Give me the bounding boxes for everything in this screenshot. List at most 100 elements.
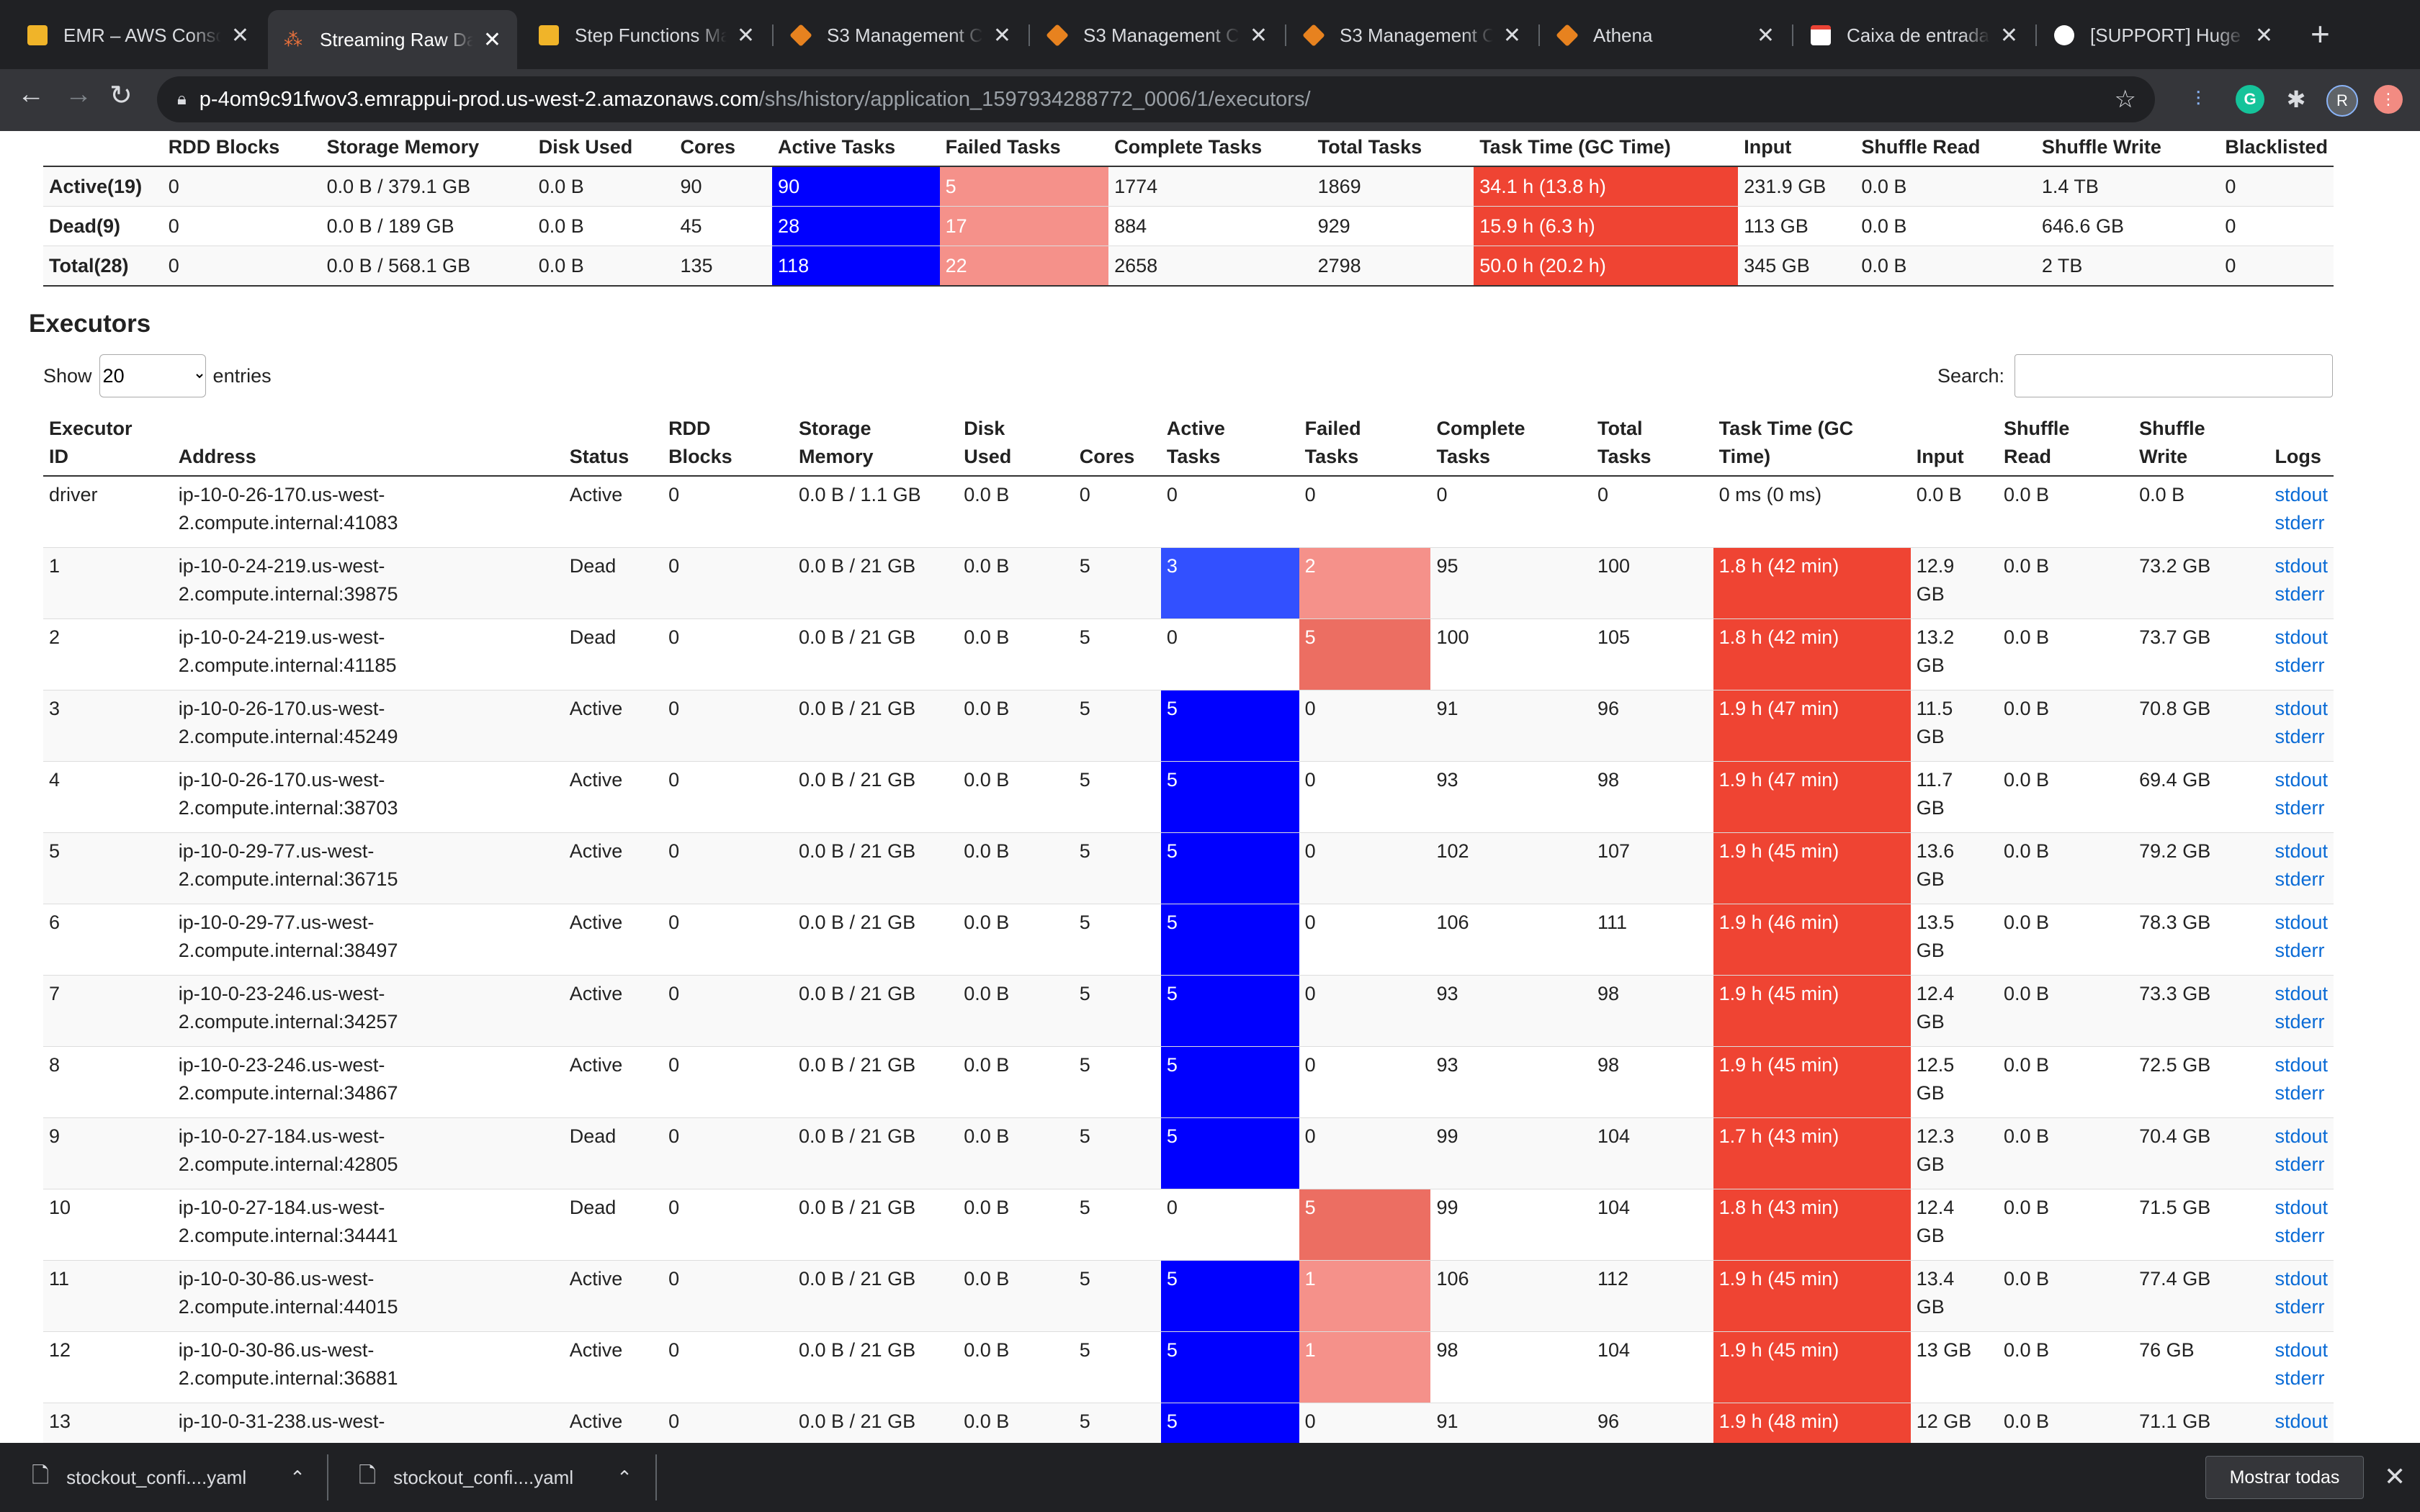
stdout-link[interactable]: stdout (2275, 484, 2328, 505)
chevron-up-icon[interactable]: ⌃ (617, 1466, 632, 1488)
column-header-swrite[interactable]: Shuffle Write (2133, 410, 2269, 477)
extension-chart-icon[interactable]: ⫶ (2195, 87, 2201, 110)
stderr-link[interactable]: stderr (2275, 1082, 2325, 1104)
tab-streaming-raw-data[interactable]: ⁂ Streaming Raw Data ✕ (268, 10, 517, 69)
tab-step-functions[interactable]: Step Functions Management ✕ (523, 12, 771, 59)
extensions-puzzle-icon[interactable]: ✱ (2286, 86, 2306, 112)
stdout-link[interactable]: stdout (2275, 912, 2328, 933)
close-icon[interactable]: ✕ (230, 23, 249, 48)
column-header-failed[interactable]: Failed Tasks (1299, 410, 1431, 477)
back-arrow-icon[interactable]: ← (17, 79, 45, 109)
show-all-downloads-button[interactable]: Mostrar todas (2205, 1456, 2364, 1499)
address-bar[interactable]: 🔒︎ p-4om9c91fwov3.emrappui-prod.us-west-… (157, 76, 2155, 122)
stdout-link[interactable]: stdout (2275, 698, 2328, 719)
stderr-link[interactable]: stderr (2275, 512, 2325, 534)
summary-header[interactable]: Failed Tasks (939, 131, 1109, 167)
summary-header[interactable]: Input (1738, 131, 1856, 167)
column-header-id[interactable]: Executor ID (43, 410, 173, 477)
stdout-link[interactable]: stdout (2275, 1339, 2328, 1361)
stderr-link[interactable]: stderr (2275, 797, 2325, 819)
stdout-link[interactable]: stdout (2275, 769, 2328, 791)
stdout-link[interactable]: stdout (2275, 555, 2328, 577)
new-tab-plus-icon[interactable]: + (2311, 15, 2330, 53)
stdout-link[interactable]: stdout (2275, 1054, 2328, 1076)
close-icon[interactable]: ✕ (483, 27, 501, 52)
column-header-time[interactable]: Task Time (GC Time) (1713, 410, 1911, 477)
column-header-rdd[interactable]: RDD Blocks (663, 410, 793, 477)
close-icon[interactable]: ✕ (2254, 23, 2273, 48)
stdout-link[interactable]: stdout (2275, 983, 2328, 1004)
forward-arrow-icon[interactable]: → (65, 79, 92, 109)
stderr-link[interactable]: stderr (2275, 583, 2325, 605)
stderr-link[interactable]: stderr (2275, 1367, 2325, 1389)
profile-avatar[interactable]: R (2326, 85, 2358, 117)
column-header-active[interactable]: Active Tasks (1160, 410, 1299, 477)
tab-s3-console-1[interactable]: S3 Management Console ✕ (775, 12, 1027, 59)
stderr-link[interactable]: stderr (2275, 1225, 2325, 1246)
tab-athena[interactable]: Athena ✕ (1541, 12, 1791, 59)
address-line: ip-10-0-26-170.us-west- (178, 769, 385, 791)
close-icon[interactable]: ✕ (1249, 23, 1268, 48)
column-header-logs[interactable]: Logs (2269, 410, 2334, 477)
shuffle-write: 73.3 GB (2133, 975, 2269, 1047)
tab-github-support[interactable]: [SUPPORT] Huge pe ✕ (2038, 12, 2289, 59)
summary-header[interactable]: Complete Tasks (1108, 131, 1312, 167)
stdout-link[interactable]: stdout (2275, 840, 2328, 862)
executor-logs: stdout stderr (2269, 1117, 2334, 1189)
stderr-link[interactable]: stderr (2275, 940, 2325, 961)
close-icon[interactable]: ✕ (736, 23, 755, 48)
stderr-link[interactable]: stderr (2275, 654, 2325, 676)
tab-s3-console-2[interactable]: S3 Management Console ✕ (1031, 12, 1283, 59)
stderr-link[interactable]: stderr (2275, 1296, 2325, 1318)
reload-icon[interactable]: ↻ (109, 81, 133, 111)
tab-gmail-inbox[interactable]: Caixa de entrada (4 ✕ (1795, 12, 2034, 59)
grammarly-icon[interactable]: G (2236, 85, 2264, 114)
download-item[interactable]: 🗋︎ stockout_confi....yaml ⌃ (32, 1443, 305, 1512)
stdout-link[interactable]: stdout (2275, 626, 2328, 648)
storage-memory: 0.0 B / 21 GB (792, 1260, 959, 1332)
summary-header[interactable]: Shuffle Write (2035, 131, 2220, 167)
summary-header[interactable]: Storage Memory (321, 131, 533, 167)
tab-emr-console[interactable]: EMR – AWS Console ✕ (12, 12, 265, 59)
tab-title: S3 Management Console (1340, 24, 1493, 46)
stderr-link[interactable]: stderr (2275, 1011, 2325, 1032)
summary-header[interactable]: Blacklisted (2219, 131, 2334, 167)
stderr-link[interactable]: stderr (2275, 726, 2325, 747)
search-input[interactable] (2015, 354, 2334, 397)
chevron-up-icon[interactable]: ⌃ (290, 1466, 305, 1488)
stdout-link[interactable]: stdout (2275, 1268, 2328, 1290)
summary-header[interactable]: Cores (674, 131, 773, 167)
stderr-link[interactable]: stderr (2275, 868, 2325, 890)
summary-header[interactable]: Active Tasks (772, 131, 940, 167)
tab-s3-console-3[interactable]: S3 Management Console ✕ (1288, 12, 1537, 59)
close-icon[interactable]: ✕ (1756, 23, 1775, 48)
stdout-link[interactable]: stdout (2275, 1410, 2328, 1432)
bookmark-star-icon[interactable]: ☆ (2114, 86, 2136, 113)
column-header-status[interactable]: Status (563, 410, 663, 477)
summary-header[interactable]: RDD Blocks (162, 131, 321, 167)
download-item[interactable]: 🗋︎ stockout_confi....yaml ⌃ (359, 1443, 632, 1512)
entries-per-page-select[interactable]: 20 (99, 354, 206, 397)
column-header-complete[interactable]: Complete Tasks (1430, 410, 1592, 477)
close-icon[interactable]: ✕ (992, 23, 1011, 48)
column-header-input[interactable]: Input (1910, 410, 1998, 477)
column-header-storage[interactable]: Storage Memory (792, 410, 959, 477)
column-header-sread[interactable]: Shuffle Read (1997, 410, 2134, 477)
close-icon[interactable]: ✕ (1502, 23, 1521, 48)
stdout-link[interactable]: stdout (2275, 1125, 2328, 1147)
close-icon[interactable]: ✕ (2384, 1462, 2406, 1491)
summary-header[interactable]: Task Time (GC Time) (1474, 131, 1739, 167)
column-header-cores[interactable]: Cores (1073, 410, 1161, 477)
close-icon[interactable]: ✕ (1999, 23, 2018, 48)
column-header-disk[interactable]: Disk Used (958, 410, 1074, 477)
stderr-link[interactable]: stderr (2275, 1153, 2325, 1175)
summary-header[interactable]: Shuffle Read (1855, 131, 2036, 167)
update-menu-icon[interactable]: ⋮ (2374, 85, 2403, 114)
column-header-line: Task Time (GC (1718, 418, 1854, 439)
summary-header[interactable]: Disk Used (532, 131, 675, 167)
column-header-address[interactable]: Address (172, 410, 564, 477)
summary-header[interactable]: Total Tasks (1312, 131, 1474, 167)
stdout-link[interactable]: stdout (2275, 1197, 2328, 1218)
shuffle-read: 0.0 B (1997, 1403, 2134, 1443)
column-header-total[interactable]: Total Tasks (1591, 410, 1713, 477)
